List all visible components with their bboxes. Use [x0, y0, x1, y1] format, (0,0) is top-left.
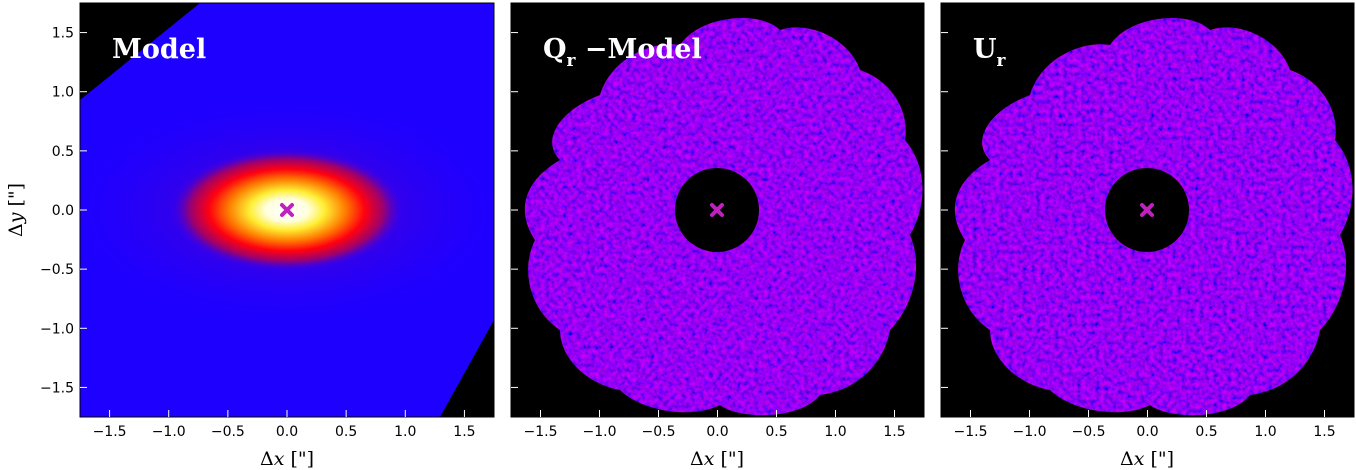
x-tick-label-p1-3: 0.0	[276, 424, 298, 440]
panel-ur-title: Ur	[973, 34, 1007, 71]
star-marker-ur	[1140, 203, 1154, 217]
x-tick-label-p1-5: 1.0	[394, 424, 416, 440]
x-tick-label-p1-2: −0.5	[211, 424, 245, 440]
ylabel: Δy ["]	[5, 183, 27, 237]
x-tick-label-p3-2: −0.5	[1072, 424, 1106, 440]
x-tick-label-p3-1: −1.0	[1013, 424, 1047, 440]
x-tick-label-p2-5: 1.0	[824, 424, 846, 440]
x-tick-label-p2-3: 0.0	[706, 424, 728, 440]
x-tick-label-p1-6: 1.5	[453, 424, 475, 440]
x-tick-label-p3-4: 0.5	[1195, 424, 1217, 440]
y-tick-label-4: −0.5	[40, 262, 74, 278]
xlabel-panel-2: Δx ["]	[690, 448, 744, 470]
axes-layer: −1.5 −1.0 −0.5 0.0 0.5 1.0 1.5 −1.5 −1.0 −0.5 0.0 0…	[40, 26, 1336, 440]
panel-qr-title: Qr −Model	[543, 34, 702, 71]
xlabel-panel-1: Δx ["]	[260, 448, 314, 470]
x-tick-label-p2-4: 0.5	[765, 424, 787, 440]
x-tick-label-p1-0: −1.5	[93, 424, 127, 440]
panel-qr-model	[511, 3, 924, 417]
y-tick-label-2: 0.5	[52, 144, 74, 160]
y-tick-label-5: −1.0	[40, 321, 74, 337]
panel-model-title: Model	[112, 34, 206, 65]
x-tick-label-p3-3: 0.0	[1136, 424, 1158, 440]
star-marker-qr	[710, 203, 724, 217]
y-tick-label-0: 1.5	[52, 26, 74, 42]
x-tick-label-p1-4: 0.5	[335, 424, 357, 440]
x-tick-label-p2-2: −0.5	[642, 424, 676, 440]
x-tick-label-p3-5: 1.0	[1254, 424, 1276, 440]
x-tick-label-p3-0: −1.5	[954, 424, 988, 440]
x-tick-label-p2-0: −1.5	[524, 424, 558, 440]
x-tick-label-p2-1: −1.0	[583, 424, 617, 440]
x-tick-label-p3-6: 1.5	[1313, 424, 1335, 440]
x-tick-label-p1-1: −1.0	[152, 424, 186, 440]
y-tick-label-6: −1.5	[40, 380, 74, 396]
xlabel-panel-3: Δx ["]	[1120, 448, 1174, 470]
y-tick-label-1: 1.0	[52, 85, 74, 101]
star-marker-model	[280, 203, 294, 217]
x-tick-label-p2-6: 1.5	[883, 424, 905, 440]
y-tick-label-3: 0.0	[52, 203, 74, 219]
